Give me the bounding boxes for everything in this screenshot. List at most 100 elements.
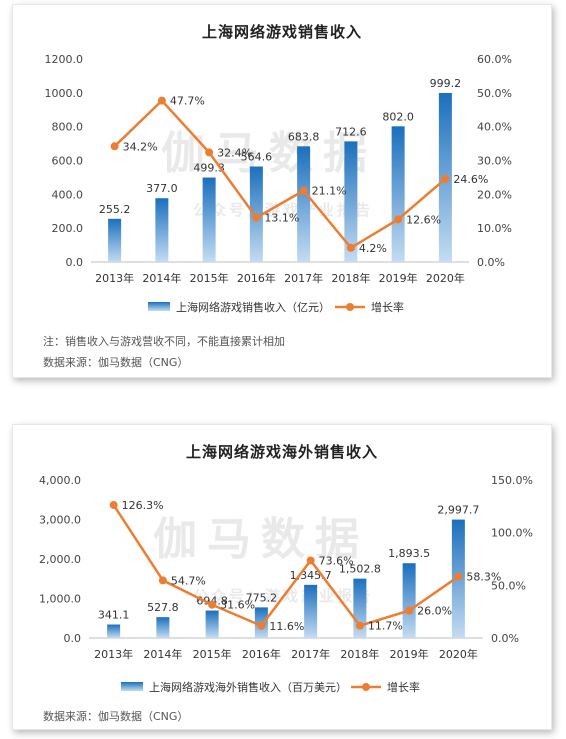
growth-line — [112, 504, 460, 628]
x-tick-label: 2020年 — [439, 647, 478, 661]
growth-point — [299, 186, 308, 195]
y-right-tick-label: 30.0% — [477, 155, 512, 168]
bar — [156, 617, 170, 638]
growth-value-label: 21.1% — [312, 185, 347, 198]
growth-value-label: 32.4% — [217, 146, 252, 159]
growth-value-label: 31.6% — [220, 599, 255, 612]
chart-title: 上海网络游戏销售收入 — [201, 23, 362, 41]
bar-value-label: 341.1 — [98, 609, 130, 622]
x-tick-label: 2019年 — [390, 647, 429, 661]
bar — [205, 610, 219, 638]
growth-value-label: 58.3% — [466, 571, 501, 584]
bar-value-label: 775.2 — [246, 591, 278, 604]
growth-point — [346, 243, 355, 252]
legend-bar-label: 上海网络游戏销售收入（亿元） — [176, 300, 330, 314]
bar-value-label: 527.8 — [147, 601, 179, 614]
growth-point — [109, 500, 118, 509]
chart-card-overseas: 上海网络游戏海外销售收入 伽马数据 公众号：游戏产业报告 0.0 1,000.0 2… — [12, 424, 552, 730]
x-tick-label: 2018年 — [331, 271, 370, 285]
x-tick-label: 2014年 — [143, 647, 182, 661]
bar-value-label: 2,997.7 — [437, 504, 479, 517]
x-tick-label: 2019年 — [379, 271, 418, 285]
y-right-tick-label: 40.0% — [477, 121, 512, 134]
legend-line-marker — [362, 683, 370, 691]
bar — [202, 177, 216, 262]
growth-value-label: 126.3% — [122, 499, 164, 512]
y-left-tick-label: 0.0 — [66, 256, 84, 269]
growth-point — [257, 621, 266, 630]
bar — [304, 584, 318, 638]
y-left-tick-label: 1000.0 — [45, 87, 84, 100]
growth-value-label: 47.7% — [170, 95, 205, 108]
chart-note: 注：销售收入与游戏营收不同，不能直接累计相加 — [43, 335, 285, 348]
bar — [108, 218, 122, 262]
y-left-tick-label: 1,000.0 — [39, 593, 81, 606]
data-source: 数据来源：伽马数据（CNG） — [43, 710, 189, 723]
bar-value-label: 1,893.5 — [388, 547, 430, 560]
growth-point — [405, 606, 414, 615]
y-right-tick-label: 0.0% — [477, 256, 505, 269]
legend-line-marker — [346, 303, 354, 311]
bar-value-label: 1,345.7 — [290, 569, 332, 582]
y-left-tick-label: 2,000.0 — [39, 553, 81, 566]
growth-value-label: 24.6% — [453, 173, 488, 186]
growth-point — [454, 572, 463, 581]
y-left-tick-label: 3,000.0 — [39, 514, 81, 527]
growth-point — [158, 576, 167, 585]
growth-value-label: 54.7% — [171, 574, 206, 587]
y-left-tick-label: 0.0 — [64, 632, 82, 645]
legend-line-label: 增长率 — [387, 680, 420, 694]
legend-bar-label: 上海网络游戏海外销售收入（百万美元） — [149, 680, 347, 694]
y-right-tick-label: 10.0% — [477, 222, 512, 235]
growth-point — [208, 600, 217, 609]
x-tick-label: 2013年 — [94, 647, 133, 661]
growth-value-label: 11.7% — [368, 620, 403, 633]
y-right-tick-label: 150.0% — [491, 474, 533, 487]
y-right-tick-label: 0.0% — [491, 632, 519, 645]
growth-value-label: 12.6% — [406, 213, 441, 226]
bar-value-label: 683.8 — [288, 130, 320, 143]
y-left-tick-label: 600.0 — [52, 155, 84, 168]
chart-plot: 0.0 200.0 400.0 600.0 800.0 1000.0 1200.0 0.0% 1… — [45, 53, 512, 314]
x-tick-label: 2018年 — [340, 647, 379, 661]
x-tick-label: 2014年 — [142, 271, 181, 285]
y-right-tick-label: 50.0% — [477, 87, 512, 100]
y-left-tick-label: 4,000.0 — [39, 474, 81, 487]
x-tick-label: 2017年 — [284, 271, 323, 285]
growth-value-label: 34.2% — [123, 140, 158, 153]
bar — [297, 146, 311, 262]
bar-value-label: 255.2 — [99, 203, 131, 216]
x-tick-label: 2017年 — [291, 647, 330, 661]
bar — [107, 624, 121, 638]
bar — [402, 563, 416, 638]
x-tick-label: 2015年 — [190, 271, 229, 285]
bar-value-label: 1,502.8 — [339, 563, 381, 576]
bar-value-label: 999.2 — [430, 77, 462, 90]
growth-value-label: 13.1% — [264, 212, 299, 225]
chart-card-sales: 上海网络游戏销售收入 伽马数据 公众号：游戏产业报告 0.0 200.0 400.0… — [12, 4, 552, 378]
legend-bar-swatch — [121, 682, 143, 691]
bar — [391, 126, 405, 262]
growth-point — [441, 174, 450, 183]
growth-point — [205, 148, 214, 157]
bar-value-label: 712.6 — [335, 125, 367, 138]
data-source: 数据来源：伽马数据（CNG） — [43, 356, 189, 369]
bar-value-label: 802.0 — [382, 110, 414, 123]
y-left-tick-label: 1200.0 — [45, 53, 84, 66]
growth-value-label: 4.2% — [359, 242, 387, 255]
bar-value-label: 564.6 — [241, 150, 273, 163]
bar — [344, 141, 358, 262]
legend-bar-swatch — [148, 302, 170, 311]
growth-point — [306, 556, 315, 565]
legend-line-label: 增长率 — [371, 300, 404, 314]
x-tick-label: 2016年 — [237, 271, 276, 285]
x-tick-label: 2020年 — [426, 271, 465, 285]
growth-point — [157, 96, 166, 105]
y-right-tick-label: 50.0% — [491, 579, 526, 592]
y-left-tick-label: 400.0 — [52, 188, 84, 201]
growth-value-label: 73.6% — [319, 554, 354, 567]
chart-plot: 0.0 1,000.0 2,000.0 3,000.0 4,000.0 0.0% 50.0%… — [39, 474, 533, 694]
bar-value-label: 377.0 — [146, 182, 178, 195]
chart-title: 上海网络游戏海外销售收入 — [185, 443, 378, 461]
y-left-tick-label: 200.0 — [52, 222, 84, 235]
